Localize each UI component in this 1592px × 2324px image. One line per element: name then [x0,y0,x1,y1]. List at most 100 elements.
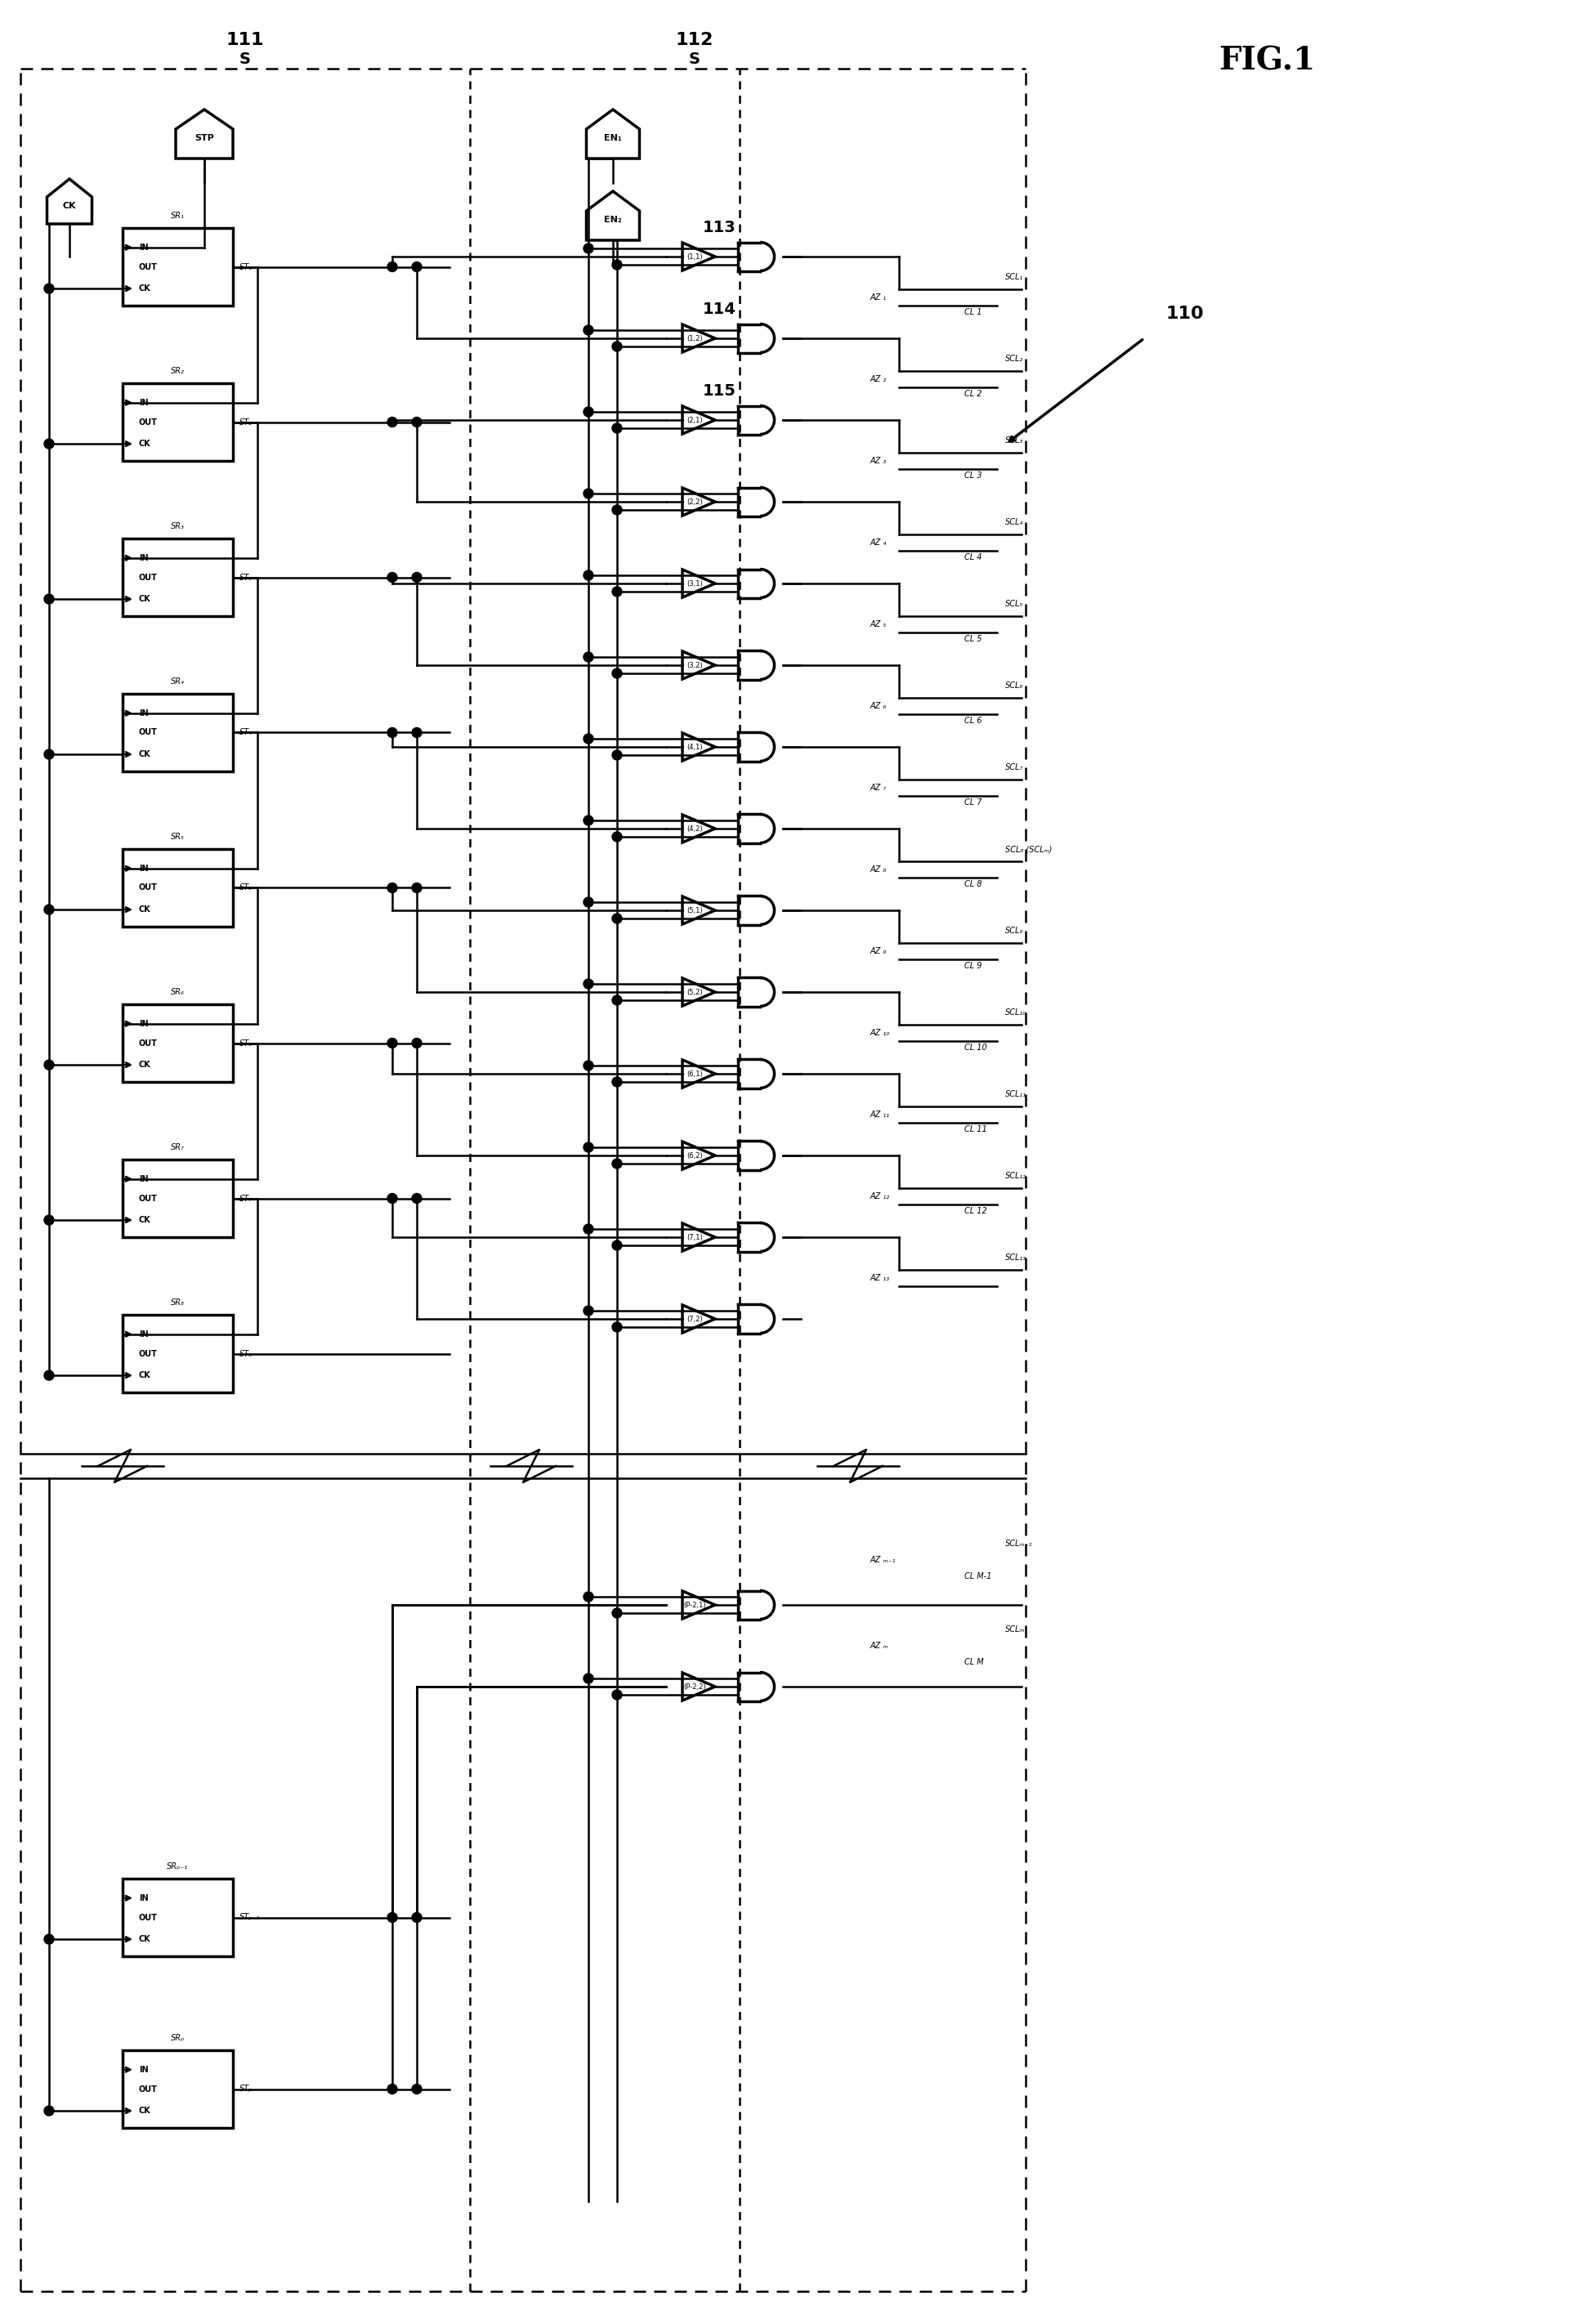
Circle shape [584,1592,594,1601]
Text: OUT: OUT [139,263,158,272]
Text: SR₃: SR₃ [170,523,185,530]
Text: OUT: OUT [139,574,158,581]
Circle shape [611,586,622,597]
Text: OUT: OUT [139,727,158,737]
Text: CK: CK [139,439,151,449]
Text: AZ ₁₂: AZ ₁₂ [871,1192,890,1202]
Circle shape [584,1306,594,1315]
Text: ST₅: ST₅ [239,883,253,892]
Text: IN: IN [139,1176,148,1183]
Text: AZ ₁: AZ ₁ [871,293,887,302]
Text: CK: CK [139,1215,151,1225]
Text: SR₁: SR₁ [170,211,185,221]
Circle shape [611,669,622,679]
Circle shape [584,978,594,988]
Circle shape [387,883,396,892]
Text: SCL₇: SCL₇ [1005,762,1024,772]
Circle shape [412,1913,422,1922]
Text: (4,1): (4,1) [686,744,702,751]
Circle shape [611,751,622,760]
Text: CL M-1: CL M-1 [965,1573,992,1580]
Text: SCL₁₀: SCL₁₀ [1005,1009,1027,1016]
Text: (7,2): (7,2) [686,1315,702,1322]
Text: FIG.1: FIG.1 [1218,44,1315,77]
Text: 110: 110 [1165,307,1204,323]
Circle shape [584,1143,594,1153]
Circle shape [412,883,422,892]
Text: SCL₁₂: SCL₁₂ [1005,1171,1027,1181]
Text: (6,1): (6,1) [686,1069,702,1078]
Circle shape [387,418,396,428]
Text: CL 2: CL 2 [965,390,982,397]
Circle shape [412,1195,422,1204]
Text: SCL₈ (SCLₘ): SCL₈ (SCLₘ) [1005,846,1052,853]
Text: CK: CK [139,284,151,293]
Circle shape [611,913,622,923]
Text: IN: IN [139,1894,148,1901]
Circle shape [584,407,594,416]
Text: ST₇: ST₇ [239,1195,253,1202]
Circle shape [611,1076,622,1088]
Circle shape [387,1195,396,1204]
Text: 112: 112 [675,33,713,49]
Circle shape [584,244,594,253]
Text: AZ ₆: AZ ₆ [871,702,887,711]
Text: EN₁: EN₁ [603,135,622,142]
Text: CL 11: CL 11 [965,1125,987,1134]
Circle shape [412,727,422,737]
Circle shape [412,263,422,272]
Text: IN: IN [139,709,148,718]
Text: SRₚ₋₁: SRₚ₋₁ [167,1862,188,1871]
Text: CK: CK [139,1060,151,1069]
FancyBboxPatch shape [123,1878,232,1957]
Text: CL 10: CL 10 [965,1043,987,1053]
FancyBboxPatch shape [123,2050,232,2129]
Text: (4,2): (4,2) [686,825,702,832]
Text: SR₂: SR₂ [170,367,185,374]
Text: STₚ: STₚ [239,2085,253,2094]
Text: AZ ₄: AZ ₄ [871,539,887,546]
FancyBboxPatch shape [123,228,232,307]
Circle shape [584,488,594,497]
Text: 113: 113 [702,221,736,235]
Circle shape [45,2106,54,2115]
Text: S: S [689,51,700,67]
Text: 115: 115 [702,383,736,400]
Text: (2,2): (2,2) [686,497,702,504]
Text: SR₅: SR₅ [170,832,185,841]
Text: IN: IN [139,865,148,872]
Circle shape [387,2085,396,2094]
Text: CL 12: CL 12 [965,1206,987,1215]
Circle shape [611,832,622,841]
Circle shape [45,748,54,760]
Circle shape [387,1039,396,1048]
Text: CL 7: CL 7 [965,799,982,806]
Text: SR₆: SR₆ [170,988,185,997]
Text: (2,1): (2,1) [686,416,702,423]
Text: (P-2,2): (P-2,2) [683,1683,705,1690]
Circle shape [584,816,594,825]
Text: SCL₅: SCL₅ [1005,600,1024,609]
Text: (3,1): (3,1) [686,579,702,588]
Text: CL 3: CL 3 [965,472,982,479]
Circle shape [611,423,622,432]
Circle shape [584,569,594,581]
Text: ST₈: ST₈ [239,1350,253,1357]
Circle shape [611,1608,622,1618]
FancyBboxPatch shape [123,848,232,927]
Text: IN: IN [139,244,148,251]
Text: CL 4: CL 4 [965,553,982,562]
Text: (7,1): (7,1) [686,1234,702,1241]
Text: (5,1): (5,1) [686,906,702,913]
Text: S: S [239,51,252,67]
Circle shape [412,418,422,428]
Text: CL 8: CL 8 [965,881,982,888]
Text: SCL₂: SCL₂ [1005,356,1024,363]
Text: OUT: OUT [139,1195,158,1202]
Circle shape [611,342,622,351]
Text: IN: IN [139,1329,148,1339]
Text: EN₂: EN₂ [603,216,622,223]
Text: ST₃: ST₃ [239,574,253,581]
Text: (6,2): (6,2) [686,1153,702,1160]
Text: OUT: OUT [139,1913,158,1922]
